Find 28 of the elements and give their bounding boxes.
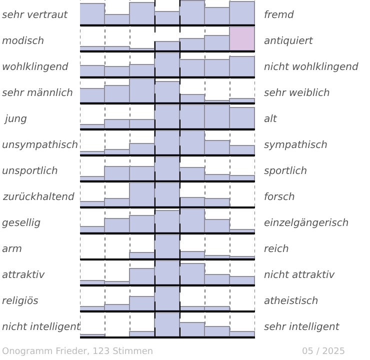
y2-axis-title: antiquiert bbox=[264, 36, 314, 47]
y2-axis-title: sympathisch bbox=[264, 140, 328, 151]
y2-axis-title: nicht attraktiv bbox=[264, 270, 336, 281]
text: Onogramm Frieder, 123 Stimmen bbox=[2, 347, 154, 357]
y-axis-title: modisch bbox=[2, 36, 44, 47]
text: 05 / 2025 bbox=[302, 347, 346, 357]
y2-axis-title: atheistisch bbox=[264, 296, 318, 307]
y2-axis-title: nicht wohlklingend bbox=[264, 62, 359, 73]
y2-axis-title: reich bbox=[264, 244, 289, 255]
y-axis-title: zurückhaltend bbox=[2, 192, 75, 203]
y-axis-title: sehr vertraut bbox=[2, 10, 69, 21]
y-axis-title: wohlklingend bbox=[2, 62, 69, 73]
y-axis-title: attraktiv bbox=[2, 270, 46, 281]
y-axis-title: nicht intelligent bbox=[2, 322, 82, 333]
y2-axis-title: fremd bbox=[264, 10, 295, 21]
y2-axis-title: einzelgängerisch bbox=[264, 218, 349, 229]
y2-axis-title: sehr weiblich bbox=[264, 88, 330, 99]
y-axis-title: unsportlich bbox=[2, 166, 58, 177]
y2-axis-title: sehr intelligent bbox=[264, 322, 340, 333]
y-axis-title: religiös bbox=[2, 296, 38, 307]
y-axis-title: sehr männlich bbox=[2, 88, 73, 99]
y-axis-title: gesellig bbox=[2, 218, 41, 229]
y-axis-title: jung bbox=[2, 114, 27, 125]
y2-axis-title: alt bbox=[264, 114, 278, 125]
y2-axis-title: sportlich bbox=[264, 166, 308, 177]
y-axis-title: arm bbox=[2, 244, 22, 255]
y-axis-title: unsympathisch bbox=[2, 140, 78, 151]
y2-axis-title: forsch bbox=[264, 192, 295, 203]
